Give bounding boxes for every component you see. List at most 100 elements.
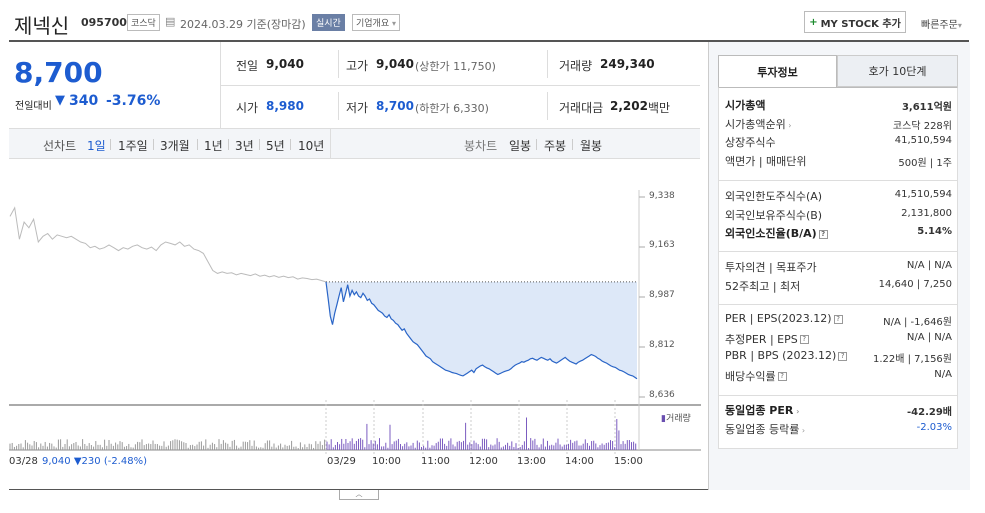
candle-daily[interactable]: 일봉 [509,139,532,153]
prev-day-line [9,206,327,283]
volume-label: 거래량 [559,59,593,73]
info-label-text: 외국인한도주식수(A) [725,190,823,203]
x-label: 03/29 [327,456,356,467]
overview-label: 기업개요 [356,19,390,29]
calendar-icon: ▤ [165,15,176,28]
info-value: 5.14% [917,226,952,237]
section-divider [719,180,957,181]
info-label[interactable]: 동일업종 PER › [725,402,799,418]
low-value: 8,700 [376,99,414,113]
price-chart[interactable] [9,160,701,490]
period-toolbar [9,128,700,159]
info-label: 시가총액 [725,97,765,113]
help-icon[interactable]: ? [838,351,848,361]
y-tick: 8,636 [649,390,675,400]
candle-weekly[interactable]: 주봉 [544,139,567,153]
y-tick: 9,163 [649,240,675,250]
y-tick: 9,338 [649,191,675,201]
collapse-chevron-icon[interactable]: ︿ [339,490,379,500]
prev-day-pct: (-2.48%) [103,456,147,467]
high-label: 고가 [346,59,369,73]
prev-close-value: 9,040 [266,57,304,71]
upper-limit: (상한가 11,750) [415,60,496,73]
chevron-right-icon: › [799,425,806,435]
section-divider [719,304,957,305]
divider [547,92,548,120]
y-tick: 8,987 [649,290,675,300]
info-label: 외국인보유주식수(B) [725,207,822,223]
info-label: 상장주식수 [725,134,776,150]
info-value: 코스닥 228위 [892,120,952,132]
help-icon[interactable]: ? [818,229,828,239]
amount-value: 2,202 [610,99,648,113]
prev-close-label: 전일 [236,59,259,73]
price-change: 340 [69,93,99,109]
chevron-down-icon: ▾ [957,21,962,30]
prev-day-change: 230 [81,456,101,467]
x-label: 12:00 [469,456,498,467]
info-label-text: 배당수익률 [725,369,776,383]
market-badge: 코스닥 [127,14,160,31]
info-label[interactable]: 동일업종 등락률 › [725,421,805,437]
stock-code: 095700 [81,16,127,29]
info-label: 52주최고 | 최저 [725,278,800,294]
help-icon[interactable]: ? [777,372,787,381]
info-label: PER | EPS(2023.12)? [725,312,843,325]
down-arrow-icon: ▼ [73,456,82,467]
info-value: 1.22배 | 7,156원 [872,354,952,365]
amount-unit: 백만 [648,101,671,115]
period-3y[interactable]: 3년 [235,139,254,153]
info-label: 투자의견 | 목표주가 [725,259,817,275]
invest-info-content [718,87,958,449]
volume-value: 249,340 [600,57,655,71]
low-label: 저가 [346,101,369,115]
quick-order-button[interactable]: 빠른주문▾ [921,16,962,31]
info-label: PBR | BPS (2023.12)? [725,349,848,362]
prev-day-close: 9,040 [42,456,71,467]
high-value: 9,040 [376,57,414,71]
x-label: 03/28 [9,456,38,467]
info-value: N/A | -1,646원 [883,317,952,328]
info-value: N/A | N/A [906,260,952,271]
mystock-label: MY STOCK 추가 [820,18,901,30]
period-1w[interactable]: 1주일 [118,139,148,153]
price-change-pct: -3.76% [106,93,161,109]
info-label[interactable]: 시가총액순위 › [725,116,791,132]
period-10y[interactable]: 10년 [298,139,325,153]
tab-invest-info[interactable]: 투자정보 [718,55,837,87]
candle-monthly[interactable]: 월봉 [580,139,603,153]
info-value: 41,510,594 [894,189,952,200]
info-label-text: 외국인소진율(B/A) [725,227,817,240]
info-value: 500원 | 1주 [898,157,952,169]
separator [110,139,111,150]
period-1y[interactable]: 1년 [204,139,223,153]
quick-order-label: 빠른주문 [921,20,958,31]
period-3m[interactable]: 3개월 [160,139,190,153]
period-1d[interactable]: 1일 [87,139,106,153]
chevron-right-icon: › [785,120,792,130]
info-label-text: 투자의견 | 목표주가 [725,261,817,274]
chart-bottom-divider [9,489,969,490]
add-mystock-button[interactable]: + MY STOCK 추가 [804,11,906,33]
current-price: 8,700 [14,56,103,89]
date-basis: 2024.03.29 기준(장마감) [180,18,306,31]
info-label-text: PER | EPS(2023.12) [725,312,832,325]
separator [536,139,537,150]
stock-name: 제넥신 [14,14,70,38]
line-chart-label: 선차트 [43,139,77,153]
help-icon[interactable]: ? [799,335,809,344]
y-tick: 8,812 [649,340,675,350]
volume-legend: ▮거래량 [661,411,691,424]
info-label: 배당수익률? [725,368,787,384]
help-icon[interactable]: ? [833,314,843,324]
info-value: 2,131,800 [901,207,952,219]
separator [153,139,154,150]
x-label: 11:00 [421,456,450,467]
info-value: -2.03% [916,421,952,433]
realtime-button[interactable]: 실시간 [312,14,345,31]
section-divider [719,251,957,252]
divider [220,42,221,128]
tab-orderbook[interactable]: 호가 10단계 [837,55,958,87]
company-overview-dropdown[interactable]: 기업개요 ▾ [352,14,401,31]
period-5y[interactable]: 5년 [266,139,285,153]
